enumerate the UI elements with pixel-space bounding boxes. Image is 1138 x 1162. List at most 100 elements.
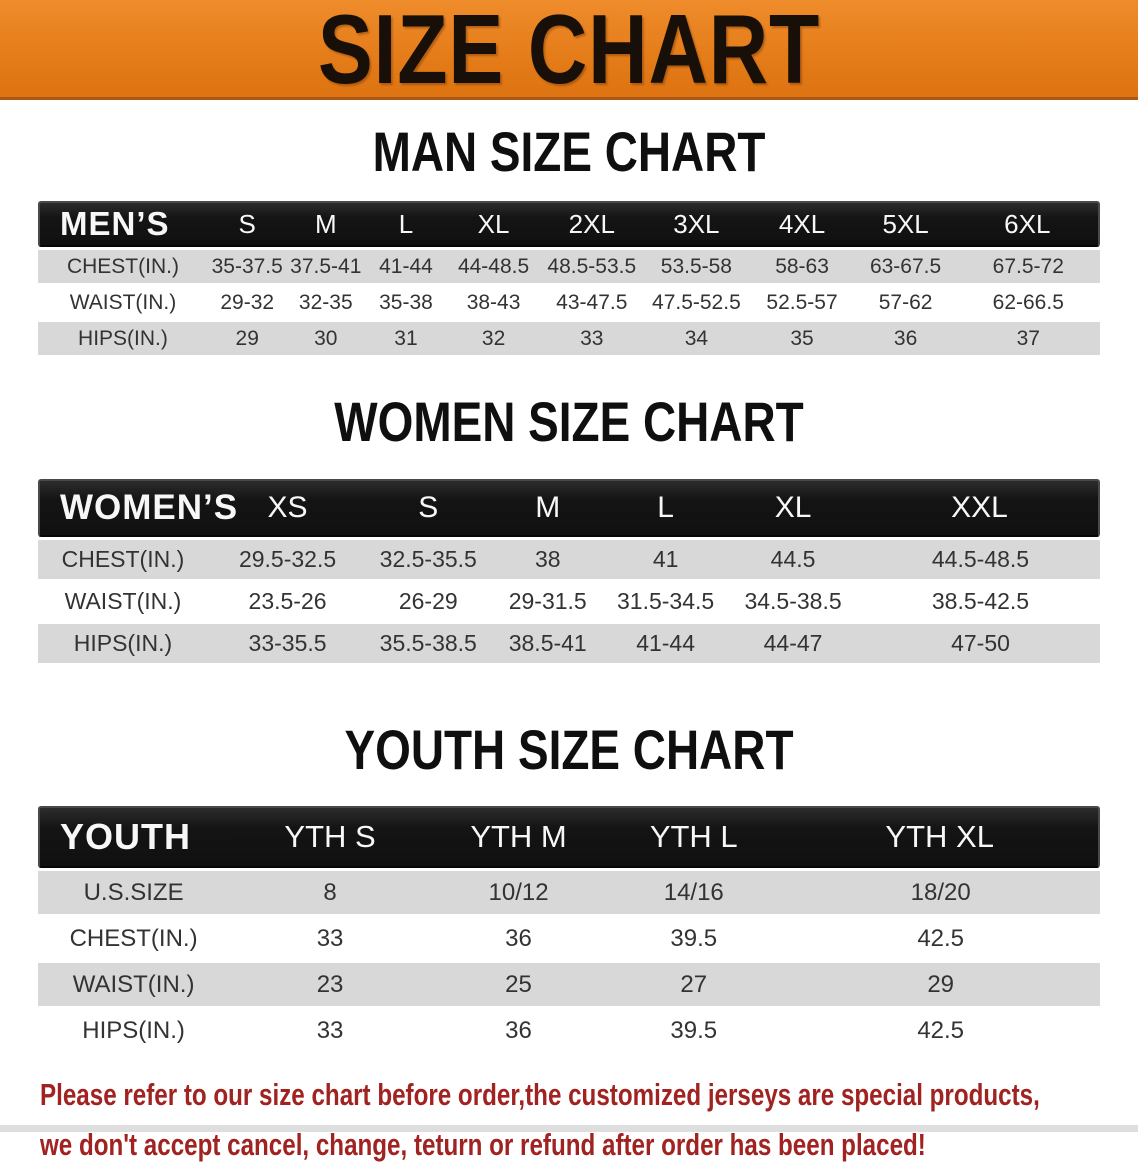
men-section-heading: MAN SIZE CHART	[372, 120, 766, 183]
measurement-value: 37.5-41	[290, 254, 362, 278]
size-column-header: XXL	[861, 479, 1100, 537]
size-group-label: MEN’S	[38, 201, 208, 247]
size-column-header: XL	[446, 201, 541, 247]
measurement-row: WAIST(IN.) 23 25 27 29	[38, 963, 1100, 1006]
measurement-value: 58-63	[775, 254, 829, 278]
measurement-value: 34.5-38.5	[744, 588, 842, 614]
size-column-header: L	[606, 479, 726, 537]
measurement-value: 30	[314, 326, 338, 350]
size-table-header-row: YOUTH YTH S YTH M YTH L YTH XL	[38, 806, 1100, 868]
measurement-value: 67.5-72	[992, 254, 1064, 278]
measurement-value: 35-37.5	[211, 254, 283, 278]
measurement-row: HIPS(IN.) 33-35.5 35.5-38.5 38.5-41 41-44 44-…	[38, 624, 1100, 663]
measurement-value: 44.5-48.5	[931, 546, 1030, 572]
measurement-value: 38.5-42.5	[931, 588, 1030, 614]
women-size-section: WOMEN SIZE CHART WOMEN’S XS S M L XL XXL CHEST(…	[38, 394, 1100, 666]
size-column-header: L	[365, 201, 447, 247]
measurement-label: CHEST(IN.)	[69, 924, 198, 952]
size-column-header: 3XL	[643, 201, 750, 247]
measurement-label: CHEST(IN.)	[61, 546, 185, 572]
measurement-value: 34	[684, 326, 709, 350]
measurement-value: 29-32	[220, 290, 275, 314]
size-column-header: 2XL	[540, 201, 644, 247]
size-column-header: M	[489, 479, 607, 537]
measurement-value: 33	[316, 924, 344, 952]
measurement-row: CHEST(IN.) 33 36 39.5 42.5	[38, 917, 1100, 960]
measurement-value: 29-31.5	[508, 588, 587, 614]
men-size-table: MEN’S S M L XL 2XL 3XL 4XL 5XL 6XL CHEST(IN.) 35-37…	[38, 198, 1100, 358]
youth-size-table: YOUTH YTH S YTH M YTH L YTH XL U.S.SIZE 8 10/12…	[38, 803, 1100, 1055]
size-column-header: 6XL	[956, 201, 1100, 247]
measurement-value: 44.5	[770, 546, 816, 572]
measurement-value: 26-29	[398, 588, 458, 614]
measurement-label: WAIST(IN.)	[69, 290, 177, 314]
size-group-label: YOUTH	[38, 806, 230, 868]
measurement-label: HIPS(IN.)	[82, 1016, 185, 1044]
size-column-header: YTH M	[430, 806, 607, 868]
measurement-value: 53.5-58	[660, 254, 732, 278]
measurement-value: 27	[680, 970, 708, 998]
measurement-value: 23	[316, 970, 344, 998]
measurement-label: HIPS(IN.)	[73, 630, 173, 656]
measurement-value: 57-62	[878, 290, 933, 314]
measurement-value: 33-35.5	[248, 630, 327, 656]
measurement-row: CHEST(IN.) 29.5-32.5 32.5-35.5 38 41 44.5 44.5…	[38, 540, 1100, 579]
measurement-value: 48.5-53.5	[547, 254, 637, 278]
measurement-value: 33	[316, 1016, 344, 1044]
measurement-value: 38.5-41	[508, 630, 587, 656]
measurement-value: 18/20	[910, 878, 971, 906]
measurement-value: 29	[235, 326, 259, 350]
measurement-row: HIPS(IN.) 33 36 39.5 42.5	[38, 1009, 1100, 1052]
measurement-value: 43-47.5	[556, 290, 628, 314]
measurement-value: 42.5	[917, 924, 965, 952]
size-column-header: XS	[207, 479, 368, 537]
measurement-value: 42.5	[917, 1016, 965, 1044]
women-section-heading: WOMEN SIZE CHART	[334, 390, 804, 453]
measurement-value: 32.5-35.5	[379, 546, 477, 572]
measurement-value: 52.5-57	[766, 290, 838, 314]
size-column-header: YTH L	[606, 806, 782, 868]
measurement-value: 39.5	[670, 1016, 718, 1044]
measurement-label: U.S.SIZE	[83, 878, 184, 906]
size-column-header: M	[286, 201, 366, 247]
size-column-header: S	[367, 479, 490, 537]
measurement-value: 41-44	[636, 630, 696, 656]
women-size-table: WOMEN’S XS S M L XL XXL CHEST(IN.) 29.5-32.5 32.5…	[38, 476, 1100, 666]
bottom-strip	[0, 1125, 1138, 1132]
measurement-value: 35	[790, 326, 814, 350]
measurement-value: 8	[323, 878, 337, 906]
measurement-label: CHEST(IN.)	[66, 254, 179, 278]
measurement-row: WAIST(IN.) 29-32 32-35 35-38 38-43 43-47.5 47.…	[38, 286, 1100, 319]
size-chart-content: MAN SIZE CHART MEN’S S M L XL 2XL 3XL 4XL 5XL 6XL…	[0, 124, 1138, 1055]
measurement-value: 36	[505, 924, 532, 952]
size-column-header: YTH XL	[781, 806, 1100, 868]
measurement-value: 31	[394, 326, 418, 350]
measurement-value: 35-38	[379, 290, 433, 314]
size-column-header: 4XL	[749, 201, 855, 247]
measurement-value: 33	[580, 326, 604, 350]
disclaimer: Please refer to our size chart before or…	[40, 1077, 1138, 1162]
measurement-value: 32-35	[298, 290, 353, 314]
measurement-value: 47-50	[951, 630, 1010, 656]
measurement-value: 38	[534, 546, 561, 572]
size-column-header: YTH S	[229, 806, 431, 868]
measurement-value: 38-43	[466, 290, 521, 314]
measurement-row: U.S.SIZE 8 10/12 14/16 18/20	[38, 871, 1100, 914]
size-group-label: WOMEN’S	[38, 479, 237, 537]
measurement-value: 10/12	[488, 878, 549, 906]
measurement-value: 35.5-38.5	[379, 630, 477, 656]
measurement-value: 37	[1016, 326, 1040, 350]
measurement-value: 62-66.5	[992, 290, 1064, 314]
youth-size-section: YOUTH SIZE CHART YOUTH YTH S YTH M YTH L YTH…	[38, 722, 1100, 1055]
measurement-value: 32	[481, 326, 506, 350]
measurement-value: 44-48.5	[457, 254, 530, 278]
measurement-label: HIPS(IN.)	[78, 326, 168, 350]
measurement-value: 47.5-52.5	[652, 290, 741, 314]
size-column-header: XL	[725, 479, 861, 537]
measurement-value: 14/16	[663, 878, 724, 906]
measurement-value: 23.5-26	[248, 588, 327, 614]
youth-section-heading: YOUTH SIZE CHART	[344, 718, 794, 781]
size-column-header: 5XL	[854, 201, 957, 247]
measurement-row: CHEST(IN.) 35-37.5 37.5-41 41-44 44-48.5 48.5…	[38, 250, 1100, 283]
size-column-header: S	[207, 201, 287, 247]
